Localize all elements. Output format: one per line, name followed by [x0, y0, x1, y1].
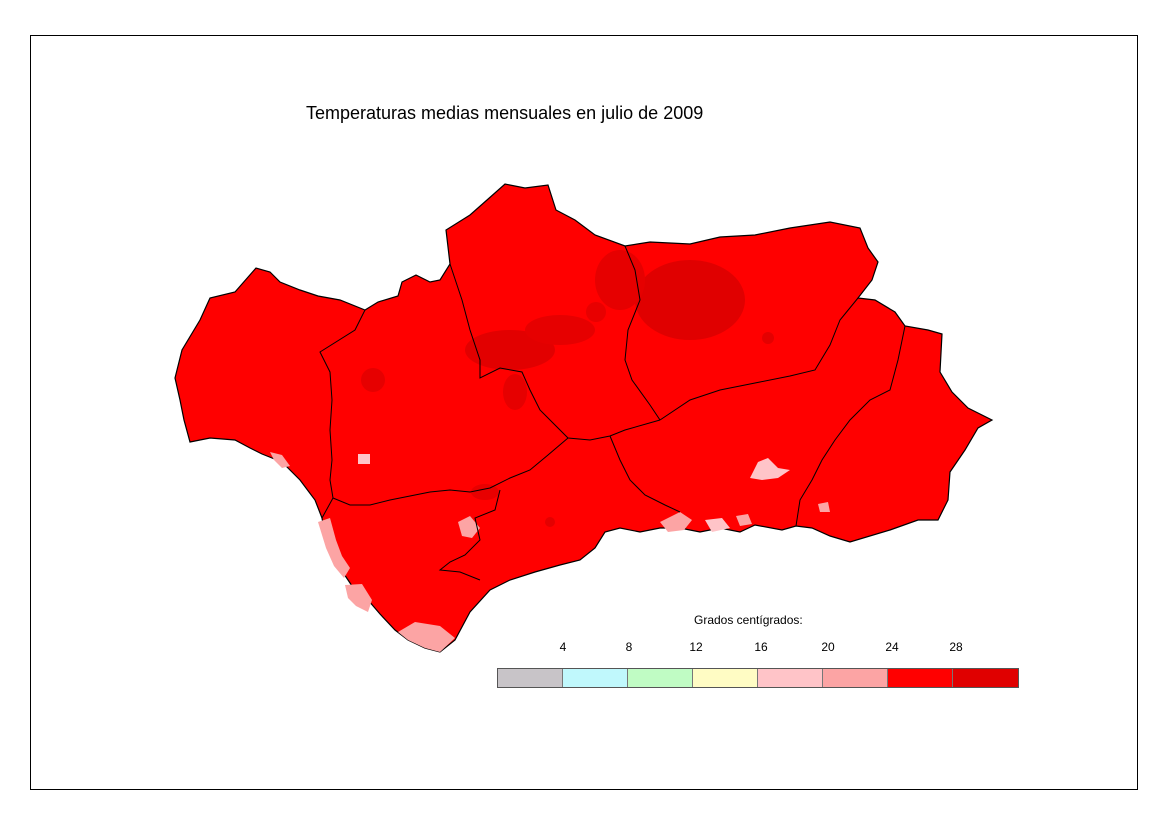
mild-zone — [818, 502, 830, 512]
boundary-sevilla-cordoba — [449, 263, 569, 439]
legend-colorbar — [497, 668, 1019, 688]
hot-zone — [471, 484, 499, 500]
mild-zone — [705, 518, 730, 532]
legend-swatch — [693, 669, 758, 687]
mild-zone — [660, 512, 692, 532]
mild-zone — [270, 452, 290, 468]
legend-swatch — [953, 669, 1018, 687]
hot-zone — [361, 368, 385, 392]
hot-zone — [595, 250, 645, 310]
legend-tick: 24 — [885, 640, 899, 654]
boundary-cordoba-jaen — [624, 245, 661, 421]
hot-zone — [525, 315, 595, 345]
legend-tick: 4 — [559, 640, 567, 654]
legend-tick: 28 — [949, 640, 963, 654]
boundary-cadiz-malaga — [438, 489, 501, 581]
hot-zone — [465, 330, 555, 370]
mild-zone — [750, 458, 790, 480]
hot-zone — [545, 517, 555, 527]
region-andalucia — [174, 183, 994, 653]
boundary-jaen-granada — [659, 297, 859, 421]
hot-zone — [762, 332, 774, 344]
hot-zone — [586, 302, 606, 322]
boundary-sevilla-malaga — [332, 437, 569, 506]
mild-zone — [358, 454, 370, 464]
mild-zone — [345, 584, 372, 612]
legend-tick: 12 — [689, 640, 703, 654]
province-boundaries — [319, 245, 906, 581]
legend-swatch — [628, 669, 693, 687]
mild-zone — [736, 514, 752, 526]
mild-zone — [318, 518, 350, 578]
legend-swatch — [888, 669, 953, 687]
legend-tick: 8 — [625, 640, 633, 654]
hot-zone — [503, 374, 527, 410]
boundary-granada-almeria — [795, 325, 906, 527]
boundary-huelva-cadiz — [321, 497, 334, 519]
mild-zone — [458, 516, 480, 538]
mild-zone — [398, 622, 455, 652]
legend-tick: 16 — [754, 640, 768, 654]
legend-swatch — [758, 669, 823, 687]
legend-swatch — [823, 669, 888, 687]
hot-zone — [635, 260, 745, 340]
boundary-huelva-sevilla — [319, 309, 366, 499]
legend-swatch — [498, 669, 563, 687]
legend-title: Grados centígrados: — [694, 613, 803, 627]
legend-tick: 20 — [821, 640, 835, 654]
map-title: Temperaturas medias mensuales en julio d… — [306, 103, 704, 123]
legend-swatch — [563, 669, 628, 687]
boundary-malaga-granada — [609, 435, 681, 513]
